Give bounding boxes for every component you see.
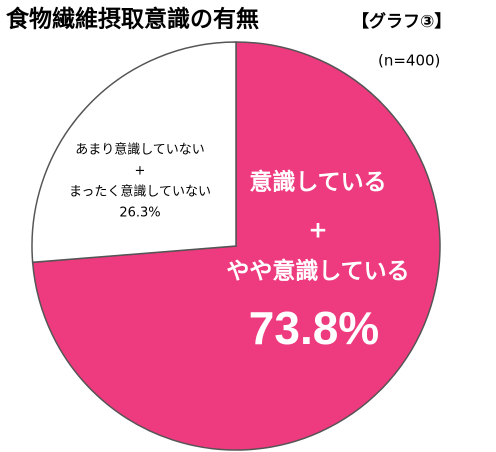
- slice-label: +: [308, 218, 327, 244]
- sample-size: (n=400): [378, 52, 440, 70]
- chart-subtitle: 【グラフ③】: [352, 11, 451, 32]
- slice-label: +: [135, 164, 146, 179]
- slice-label: あまり意識していない: [75, 142, 205, 158]
- slice-label: やや意識している: [226, 258, 409, 285]
- chart-title: 食物繊維摂取意識の有無: [6, 6, 259, 33]
- slice-label: 意識している: [249, 169, 386, 196]
- value-label: 26.3%: [119, 206, 160, 221]
- slice-label: まったく意識していない: [69, 184, 211, 200]
- pie-slice: [31, 41, 237, 264]
- value-label: 73.8%: [249, 302, 379, 354]
